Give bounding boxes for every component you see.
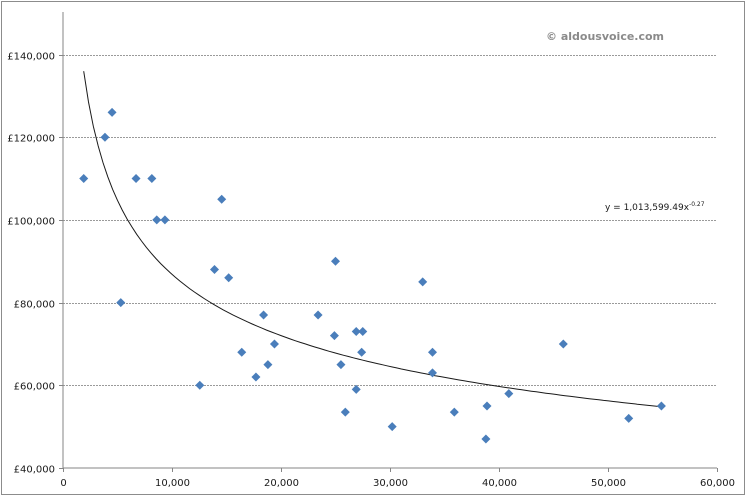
y-axis-ticks: £40,000 £60,000 £80,000 £100,000 £120,000 £14… (7, 52, 63, 476)
data-point-diamond (656, 401, 666, 411)
data-point-diamond (358, 327, 368, 337)
data-point-diamond (558, 339, 568, 349)
watermark: © aldousvoice.com (546, 30, 664, 43)
data-point-diamond (482, 401, 492, 411)
y-tick-label: £140,000 (7, 52, 55, 63)
y-tick-label: £60,000 (14, 382, 55, 393)
data-point-diamond (336, 360, 346, 370)
data-point-diamond (269, 339, 279, 349)
data-point-diamond (116, 298, 126, 308)
y-tick-label: £120,000 (7, 134, 55, 145)
data-point-diamond (329, 331, 339, 341)
x-tick-label: 20,000 (264, 478, 299, 489)
data-points (79, 107, 666, 444)
trendline-equation: y = 1,013,599.49x-0.27 (605, 201, 705, 213)
data-point-diamond (160, 215, 170, 225)
data-point-diamond (224, 273, 234, 283)
data-point-diamond (331, 256, 340, 266)
data-point-diamond (131, 174, 141, 184)
data-point-diamond (263, 360, 273, 370)
data-point-diamond (107, 107, 117, 117)
axes (62, 12, 717, 469)
data-point-diamond (357, 347, 367, 357)
data-point-diamond (210, 265, 220, 275)
data-point-diamond (147, 174, 157, 184)
data-point-diamond (217, 194, 227, 204)
data-point-diamond (100, 132, 110, 142)
x-tick-label: 50,000 (591, 478, 626, 489)
data-point-diamond (340, 407, 350, 417)
data-point-diamond (428, 347, 438, 357)
data-point-diamond (387, 422, 397, 432)
data-point-diamond (624, 413, 634, 423)
x-tick-label: 0 (60, 478, 66, 489)
x-tick-label: 40,000 (482, 478, 517, 489)
data-point-diamond (351, 327, 361, 337)
data-point-diamond (152, 215, 162, 225)
data-point-diamond (504, 389, 514, 399)
y-tick-label: £80,000 (14, 300, 55, 311)
gridlines (63, 55, 717, 386)
data-point-diamond (313, 310, 323, 320)
x-tick-label: 60,000 (700, 478, 735, 489)
equation-base: y = 1,013,599.49x (605, 203, 690, 213)
power-trendline (83, 71, 662, 408)
data-point-diamond (79, 174, 89, 184)
data-point-diamond (237, 347, 247, 357)
data-point-diamond (251, 372, 261, 382)
data-point-diamond (428, 368, 438, 378)
data-point-diamond (195, 380, 205, 390)
data-point-diamond (351, 384, 361, 394)
data-point-diamond (449, 407, 459, 417)
data-point-diamond (481, 434, 491, 444)
y-tick-label: £100,000 (7, 217, 55, 228)
data-point-diamond (259, 310, 269, 320)
x-tick-label: 10,000 (155, 478, 190, 489)
x-axis-ticks: 0 10,000 20,000 30,000 40,000 50,000 60,000 (60, 468, 735, 489)
y-tick-label: £40,000 (14, 465, 55, 476)
equation-exponent: -0.27 (689, 201, 705, 208)
x-tick-label: 30,000 (373, 478, 408, 489)
data-point-diamond (418, 277, 428, 287)
